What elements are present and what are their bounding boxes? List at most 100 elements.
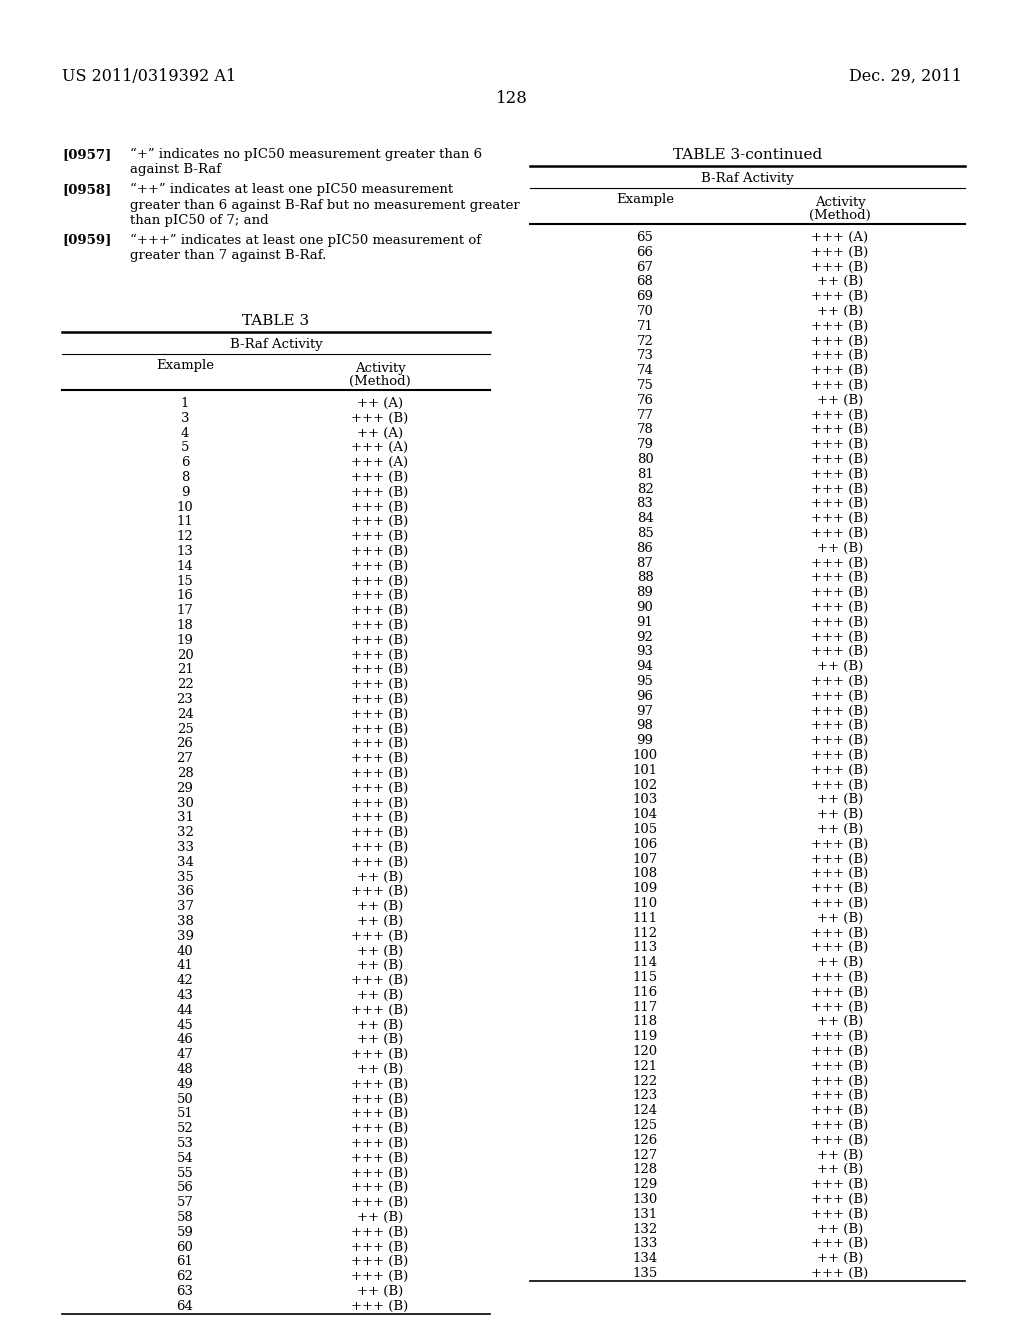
Text: 39: 39 <box>176 929 194 942</box>
Text: [0959]: [0959] <box>62 234 112 247</box>
Text: 67: 67 <box>637 260 653 273</box>
Text: 87: 87 <box>637 557 653 570</box>
Text: ++ (B): ++ (B) <box>817 1222 863 1236</box>
Text: ++ (B): ++ (B) <box>817 1253 863 1265</box>
Text: 48: 48 <box>176 1063 194 1076</box>
Text: 79: 79 <box>637 438 653 451</box>
Text: 8: 8 <box>181 471 189 484</box>
Text: 121: 121 <box>633 1060 657 1073</box>
Text: +++ (B): +++ (B) <box>351 545 409 558</box>
Text: +++ (B): +++ (B) <box>811 409 868 421</box>
Text: +++ (B): +++ (B) <box>351 560 409 573</box>
Text: 93: 93 <box>637 645 653 659</box>
Text: +++ (B): +++ (B) <box>811 586 868 599</box>
Text: 81: 81 <box>637 467 653 480</box>
Text: 32: 32 <box>176 826 194 840</box>
Text: +++ (B): +++ (B) <box>811 290 868 304</box>
Text: 97: 97 <box>637 705 653 718</box>
Text: +++ (A): +++ (A) <box>351 457 409 469</box>
Text: +++ (B): +++ (B) <box>811 1179 868 1191</box>
Text: 133: 133 <box>632 1237 657 1250</box>
Text: Example: Example <box>156 359 214 372</box>
Text: +++ (B): +++ (B) <box>811 601 868 614</box>
Text: 115: 115 <box>633 972 657 983</box>
Text: ++ (B): ++ (B) <box>817 912 863 925</box>
Text: 23: 23 <box>176 693 194 706</box>
Text: 103: 103 <box>633 793 657 807</box>
Text: ++ (B): ++ (B) <box>357 1210 403 1224</box>
Text: 134: 134 <box>633 1253 657 1265</box>
Text: +++ (B): +++ (B) <box>351 929 409 942</box>
Text: +++ (B): +++ (B) <box>351 722 409 735</box>
Text: 62: 62 <box>176 1270 194 1283</box>
Text: +++ (A): +++ (A) <box>811 231 868 244</box>
Text: 14: 14 <box>176 560 194 573</box>
Text: 96: 96 <box>637 690 653 702</box>
Text: +++ (B): +++ (B) <box>811 498 868 511</box>
Text: +++ (B): +++ (B) <box>811 260 868 273</box>
Text: +++ (B): +++ (B) <box>811 986 868 999</box>
Text: +++ (B): +++ (B) <box>811 690 868 702</box>
Text: +++ (B): +++ (B) <box>811 1105 868 1117</box>
Text: 13: 13 <box>176 545 194 558</box>
Text: +++ (B): +++ (B) <box>351 841 409 854</box>
Text: TABLE 3-continued: TABLE 3-continued <box>673 148 822 162</box>
Text: B-Raf Activity: B-Raf Activity <box>701 172 794 185</box>
Text: 31: 31 <box>176 812 194 825</box>
Text: 92: 92 <box>637 631 653 644</box>
Text: 83: 83 <box>637 498 653 511</box>
Text: 40: 40 <box>176 945 194 957</box>
Text: ++ (B): ++ (B) <box>357 871 403 883</box>
Text: 47: 47 <box>176 1048 194 1061</box>
Text: 71: 71 <box>637 319 653 333</box>
Text: +++ (B): +++ (B) <box>351 693 409 706</box>
Text: +++ (B): +++ (B) <box>351 1152 409 1164</box>
Text: ++ (B): ++ (B) <box>817 1148 863 1162</box>
Text: 112: 112 <box>633 927 657 940</box>
Text: 5: 5 <box>181 441 189 454</box>
Text: 34: 34 <box>176 855 194 869</box>
Text: Example: Example <box>616 193 674 206</box>
Text: 125: 125 <box>633 1119 657 1133</box>
Text: +++ (B): +++ (B) <box>351 1137 409 1150</box>
Text: 4: 4 <box>181 426 189 440</box>
Text: 11: 11 <box>176 515 194 528</box>
Text: ++ (B): ++ (B) <box>357 945 403 957</box>
Text: 80: 80 <box>637 453 653 466</box>
Text: +++ (B): +++ (B) <box>811 1060 868 1073</box>
Text: 33: 33 <box>176 841 194 854</box>
Text: 88: 88 <box>637 572 653 585</box>
Text: Dec. 29, 2011: Dec. 29, 2011 <box>849 69 962 84</box>
Text: ++ (B): ++ (B) <box>817 276 863 288</box>
Text: +++ (B): +++ (B) <box>811 467 868 480</box>
Text: +++ (B): +++ (B) <box>811 1045 868 1059</box>
Text: 1: 1 <box>181 397 189 411</box>
Text: +++ (B): +++ (B) <box>811 1119 868 1133</box>
Text: +++ (B): +++ (B) <box>351 796 409 809</box>
Text: +++ (A): +++ (A) <box>351 441 409 454</box>
Text: ++ (B): ++ (B) <box>357 915 403 928</box>
Text: +++ (B): +++ (B) <box>351 664 409 676</box>
Text: +++ (B): +++ (B) <box>811 675 868 688</box>
Text: +++ (B): +++ (B) <box>811 645 868 659</box>
Text: 101: 101 <box>633 764 657 776</box>
Text: +++ (B): +++ (B) <box>811 438 868 451</box>
Text: +++ (B): +++ (B) <box>811 882 868 895</box>
Text: Activity: Activity <box>354 362 406 375</box>
Text: 130: 130 <box>633 1193 657 1206</box>
Text: 53: 53 <box>176 1137 194 1150</box>
Text: ++ (B): ++ (B) <box>357 960 403 973</box>
Text: 58: 58 <box>176 1210 194 1224</box>
Text: +++ (B): +++ (B) <box>351 1255 409 1269</box>
Text: 117: 117 <box>633 1001 657 1014</box>
Text: 76: 76 <box>637 393 653 407</box>
Text: ++ (B): ++ (B) <box>817 1163 863 1176</box>
Text: +++ (B): +++ (B) <box>811 972 868 983</box>
Text: +++ (B): +++ (B) <box>351 1226 409 1238</box>
Text: (Method): (Method) <box>809 209 870 222</box>
Text: +++ (B): +++ (B) <box>811 1074 868 1088</box>
Text: 78: 78 <box>637 424 653 437</box>
Text: 63: 63 <box>176 1284 194 1298</box>
Text: 55: 55 <box>176 1167 194 1180</box>
Text: +++ (B): +++ (B) <box>811 898 868 909</box>
